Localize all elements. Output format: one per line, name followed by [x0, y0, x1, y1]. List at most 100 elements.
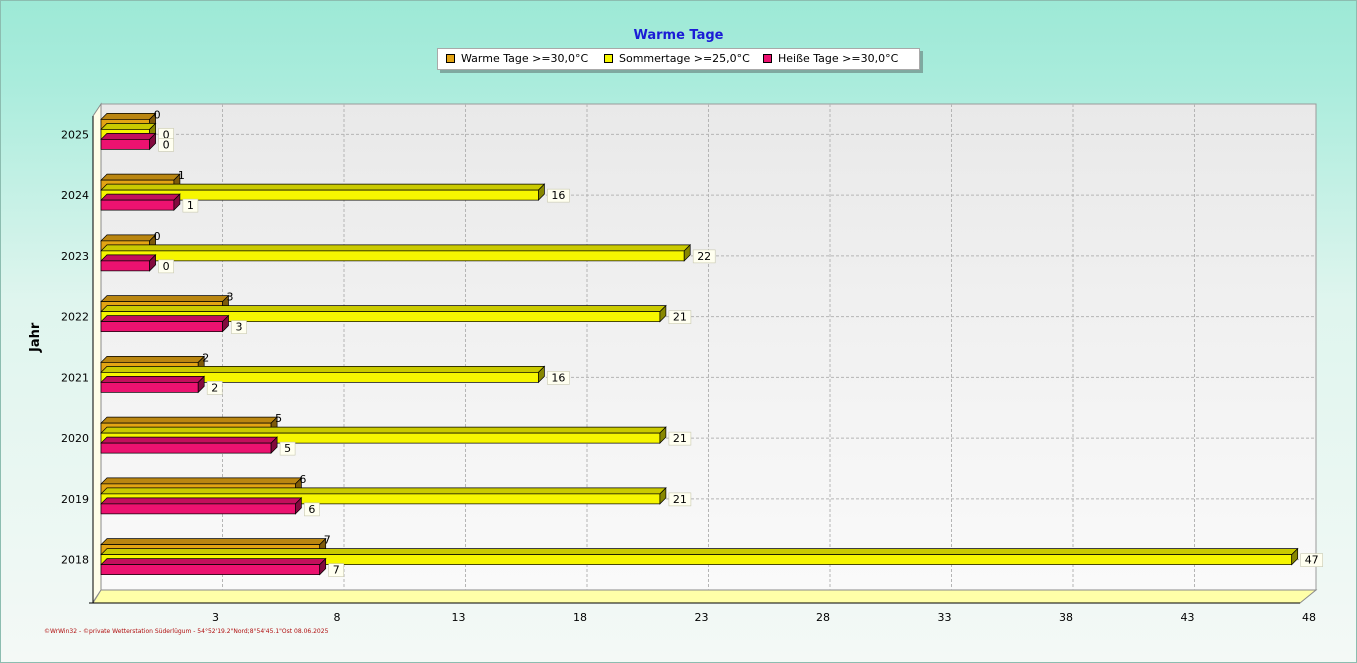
x-tick-label: 33 [938, 611, 952, 624]
data-label-box [328, 563, 345, 577]
bar-top-face [100, 416, 278, 424]
bar-top-face [100, 548, 1299, 555]
x-tick-label: 8 [334, 611, 341, 624]
bar-top-face [100, 477, 303, 485]
data-label: 2 [211, 381, 218, 394]
bar-top-face [100, 234, 157, 242]
bar-side-face [659, 304, 667, 323]
x-tick-label: 23 [695, 611, 709, 624]
bar-top-face [100, 538, 327, 545]
y-tick-label: 2022 [61, 311, 89, 324]
bar-top-face [100, 295, 230, 302]
bar-top-face [100, 193, 181, 201]
data-label: 21 [673, 311, 687, 324]
bar [100, 442, 272, 454]
bar-side-face [149, 132, 156, 151]
legend-swatch-sommer [604, 53, 613, 63]
data-label-box [206, 381, 223, 395]
data-label: 1 [187, 199, 194, 212]
bar-side-face [222, 314, 229, 333]
bar-side-face [270, 436, 278, 454]
y-tick-label: 2024 [61, 189, 89, 202]
x-tick-label: 48 [1302, 611, 1316, 624]
data-label: 16 [551, 371, 565, 384]
bar [100, 260, 150, 272]
data-label: 5 [284, 442, 291, 455]
bar-top-face [100, 123, 157, 130]
bar-side-face [1291, 547, 1299, 566]
bar [100, 199, 175, 211]
bar-side-face [197, 375, 205, 394]
bar [100, 382, 199, 393]
data-label: 0 [163, 260, 170, 273]
plot-left-wall [92, 102, 102, 604]
data-label-box [692, 249, 716, 264]
y-tick-label: 2025 [61, 128, 89, 141]
data-label: 5 [275, 412, 282, 425]
footer-copyright: ©WrWin32 - ©private Wetterstation Süderl… [44, 628, 329, 635]
data-label: 1 [178, 169, 185, 182]
data-label: 6 [308, 503, 315, 516]
bar-top-face [100, 173, 181, 181]
data-label-box [668, 492, 692, 507]
legend-swatch-heiss [763, 53, 772, 63]
y-tick-label: 2021 [61, 371, 89, 384]
data-label-box [668, 431, 692, 446]
data-label: 0 [163, 138, 170, 151]
data-label: 16 [551, 189, 565, 202]
bar-top-face [100, 356, 206, 363]
bar-side-face [659, 487, 667, 505]
legend-item-heiss: Heiße Tage >=30,0°C [763, 52, 898, 65]
bar [100, 564, 321, 575]
data-label: 22 [697, 250, 711, 263]
data-label-box [668, 310, 692, 324]
bar-top-face [100, 366, 546, 373]
data-label: 21 [673, 432, 687, 445]
legend-label-heiss: Heiße Tage >=30,0°C [778, 52, 899, 65]
bar-side-face [319, 557, 327, 576]
bar [100, 250, 685, 262]
bar-top-face [100, 244, 692, 252]
data-label: 0 [163, 128, 170, 141]
bar-top-face [100, 183, 546, 191]
bar [100, 139, 150, 150]
bar-side-face [538, 365, 545, 384]
bar-top-face [100, 436, 278, 444]
bar-side-face [683, 244, 691, 262]
bar [100, 321, 223, 332]
legend-swatch-warm [446, 53, 455, 63]
bar-top-face [100, 133, 157, 140]
plot-floor [92, 589, 1318, 604]
x-tick-label: 43 [1181, 611, 1195, 624]
y-tick-label: 2019 [61, 493, 89, 506]
legend-item-warm: Warme Tage >=30,0°C [446, 52, 588, 65]
y-tick-label: 2018 [61, 554, 89, 567]
data-label-box [279, 441, 296, 456]
chart-title: Warme Tage [633, 28, 724, 43]
bar-top-face [100, 254, 157, 262]
data-label: 2 [202, 351, 209, 364]
data-label: 7 [333, 564, 340, 577]
y-tick-label: 2020 [61, 432, 89, 445]
legend-item-sommer: Sommertage >=25,0°C [604, 52, 750, 65]
bar-top-face [100, 113, 157, 120]
y-tick-label: 2023 [61, 250, 89, 263]
data-label: 3 [227, 291, 234, 304]
bar-top-face [100, 305, 667, 312]
x-tick-label: 3 [212, 611, 219, 624]
bar-side-face [149, 254, 156, 272]
data-label: 7 [324, 534, 331, 547]
data-label-box [158, 259, 174, 274]
x-tick-label: 28 [816, 611, 830, 624]
data-label: 3 [236, 321, 243, 334]
data-label-box [547, 371, 570, 385]
bar-top-face [100, 558, 327, 565]
data-label-box [304, 502, 320, 517]
bar-top-face [100, 376, 206, 383]
bar-top-face [100, 426, 667, 434]
bar [100, 503, 296, 515]
data-label: 0 [154, 230, 161, 243]
bar-side-face [173, 193, 181, 211]
data-label: 0 [154, 108, 161, 121]
